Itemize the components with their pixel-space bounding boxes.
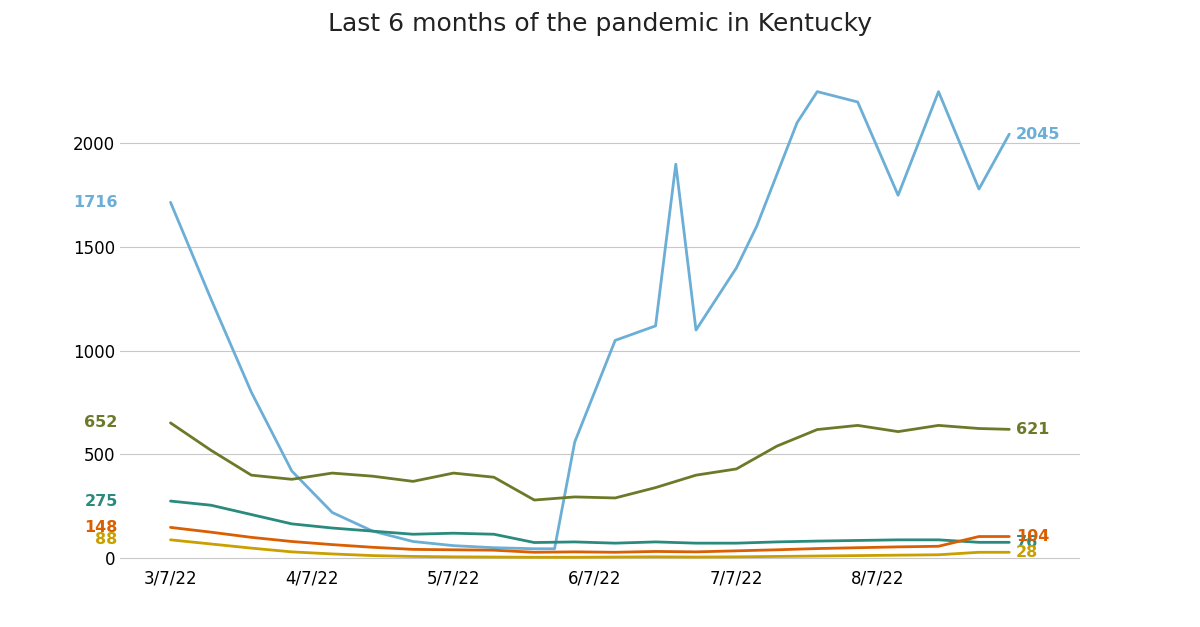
Title: Last 6 months of the pandemic in Kentucky: Last 6 months of the pandemic in Kentuck… [328,12,872,36]
Text: 1716: 1716 [73,195,118,210]
Text: 28: 28 [1016,545,1038,560]
Text: 652: 652 [84,416,118,430]
Text: 104: 104 [1016,529,1050,544]
Text: 148: 148 [84,520,118,535]
Text: 621: 621 [1016,422,1050,437]
Text: 88: 88 [96,532,118,547]
Text: 275: 275 [84,493,118,508]
Text: 76: 76 [1016,535,1038,550]
Text: 2045: 2045 [1016,127,1061,142]
